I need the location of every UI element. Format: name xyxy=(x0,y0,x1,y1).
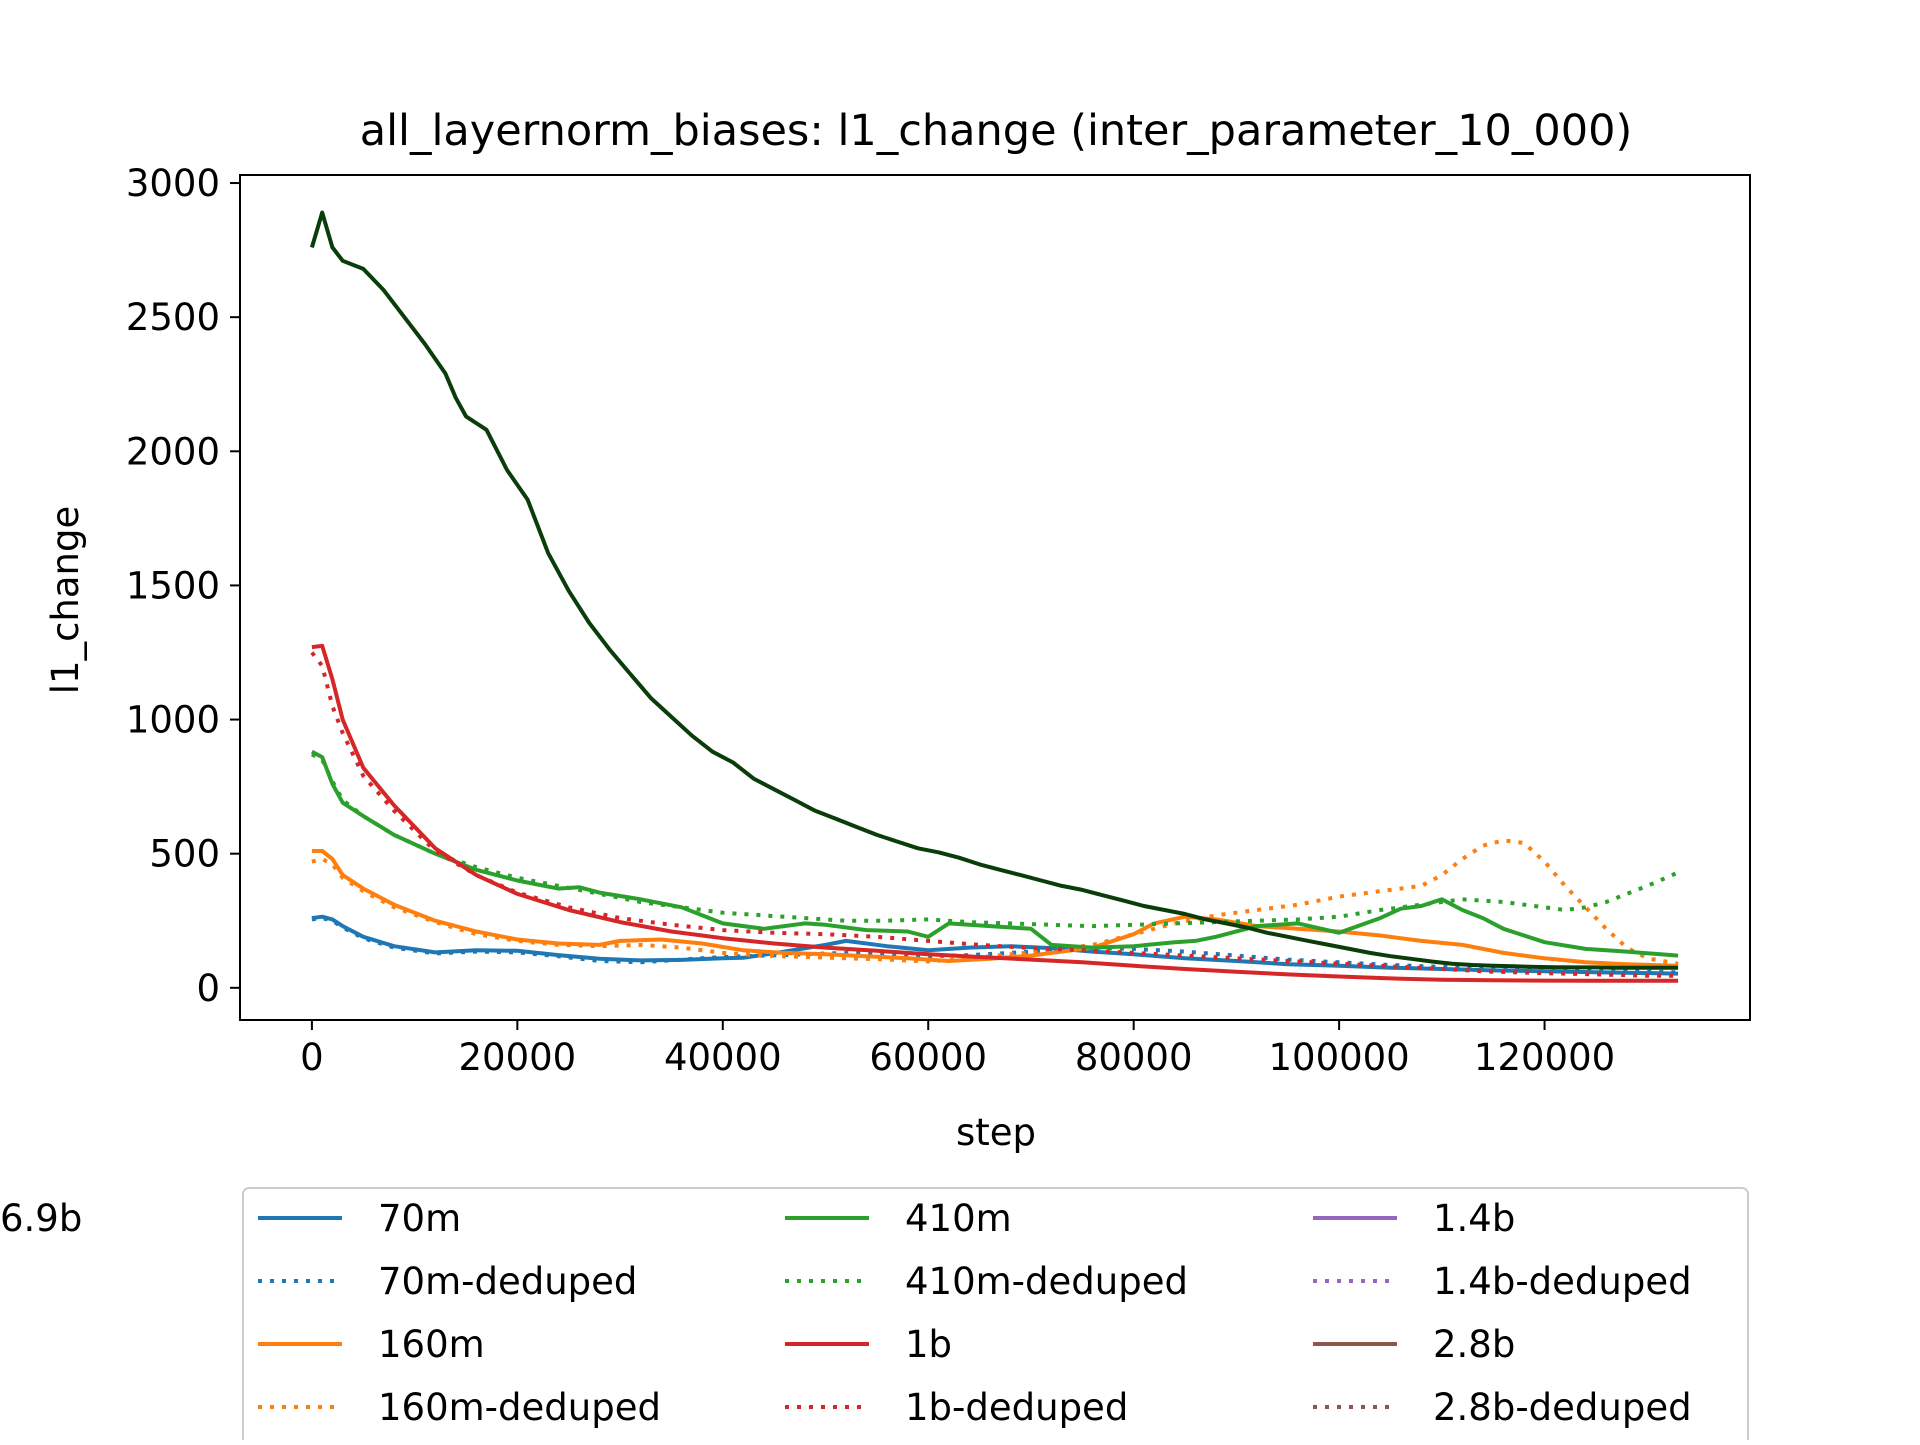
x-tick-label: 40000 xyxy=(664,1036,782,1079)
y-tick-label: 3000 xyxy=(126,162,220,205)
x-axis: 0 20000 40000 60000 80000 100000 120000 xyxy=(300,1020,1615,1079)
y-tick-label: 1500 xyxy=(126,564,220,607)
legend-frame xyxy=(242,1187,1749,1445)
legend-label: 160m-deduped xyxy=(378,1386,661,1429)
x-tick-label: 120000 xyxy=(1474,1036,1615,1079)
y-tick-label: 500 xyxy=(149,833,220,876)
legend-label: 1b-deduped xyxy=(905,1386,1128,1429)
legend-entries: 70m 70m-deduped 160m 160m-deduped 410m 410m-d… xyxy=(0,1197,1692,1429)
series-layer xyxy=(309,210,1679,983)
series-line-6.9b xyxy=(309,210,1679,970)
series-line-410m xyxy=(310,749,1679,958)
chart-title: all_layernorm_biases: l1_change (inter_p… xyxy=(360,106,1633,156)
y-axis: 0 500 1000 1500 2000 2500 3000 xyxy=(126,162,240,1010)
series-line-410m-deduped xyxy=(310,752,1679,929)
series-line-160m xyxy=(311,849,1679,968)
legend-label: 70m xyxy=(378,1197,461,1240)
x-tick-label: 60000 xyxy=(869,1036,987,1079)
x-tick-label: 80000 xyxy=(1075,1036,1193,1079)
legend-label: 1.4b xyxy=(1433,1197,1515,1240)
x-axis-label: step xyxy=(956,1111,1036,1154)
legend-label: 410m-deduped xyxy=(905,1260,1188,1303)
y-tick-label: 2500 xyxy=(126,296,220,339)
legend-label: 160m xyxy=(378,1323,485,1366)
legend-label: 2.8b-deduped xyxy=(1433,1386,1692,1429)
y-axis-label: l1_change xyxy=(44,506,87,695)
legend-label: 2.8b xyxy=(1433,1323,1515,1366)
series-line-1b-deduped xyxy=(310,651,1679,978)
legend-label: 1b xyxy=(905,1323,952,1366)
x-tick-label: 20000 xyxy=(458,1036,576,1079)
x-tick-label: 0 xyxy=(300,1036,324,1079)
legend: 70m 70m-deduped 160m 160m-deduped 410m 410m-d… xyxy=(0,1187,1749,1445)
legend-label: 410m xyxy=(905,1197,1012,1240)
y-tick-label: 2000 xyxy=(126,430,220,473)
y-tick-label: 1000 xyxy=(126,699,220,742)
series-line-1b xyxy=(311,643,1679,983)
legend-label: 1.4b-deduped xyxy=(1433,1260,1692,1303)
y-tick-label: 0 xyxy=(196,967,220,1010)
x-tick-label: 100000 xyxy=(1268,1036,1409,1079)
legend-label: 70m-deduped xyxy=(378,1260,637,1303)
plot-area-frame xyxy=(239,174,1751,1021)
legend-label: 6.9b xyxy=(0,1197,82,1240)
